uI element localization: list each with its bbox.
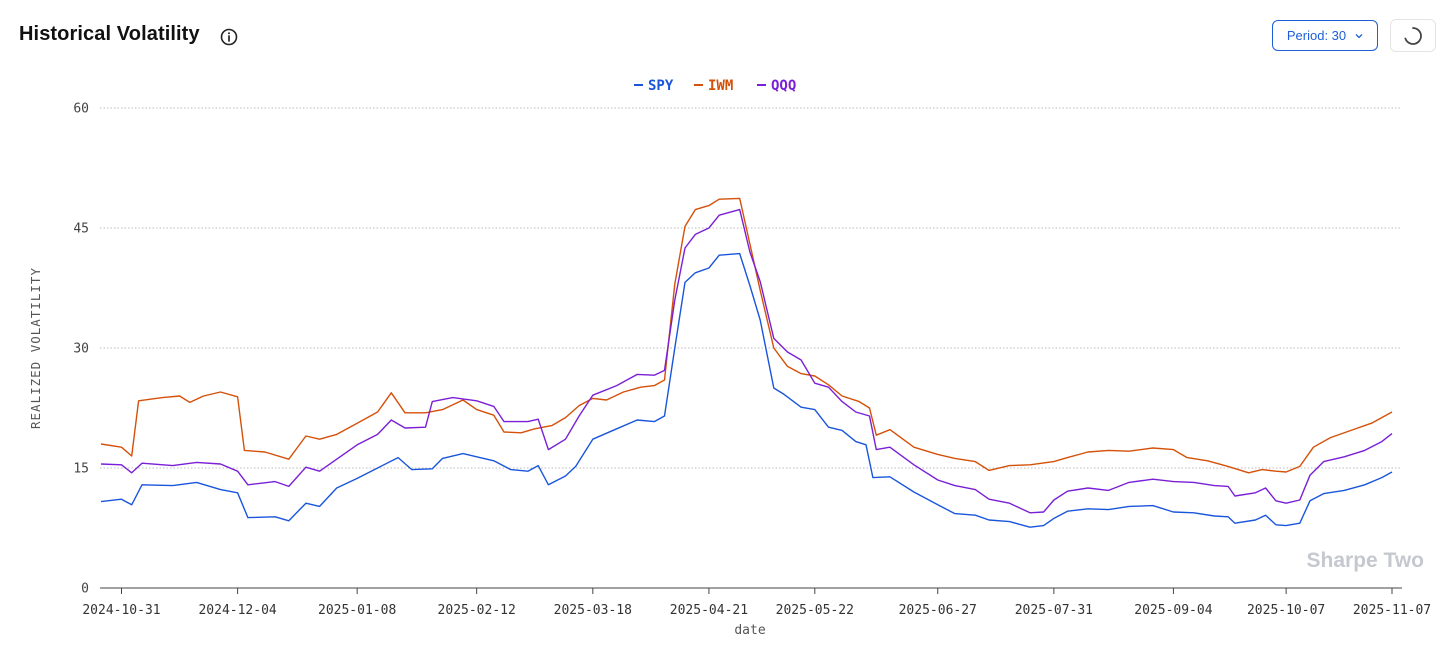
spinner-icon	[1404, 26, 1422, 45]
x-tick-label: 2024-12-04	[198, 603, 276, 618]
period-label: Period: 30	[1286, 28, 1347, 43]
series-line-spy	[100, 252, 1393, 528]
info-circle-icon[interactable]	[219, 27, 239, 47]
legend-label-spy[interactable]: SPY	[648, 78, 674, 94]
y-axis-label: REALIZED VOLATILITY	[28, 267, 43, 429]
x-axis: 2024-10-31 2024-12-04 2025-01-08 2025-02-12…	[82, 587, 1431, 618]
series-lines	[100, 197, 1393, 528]
x-tick-label: 2025-11-07	[1353, 603, 1431, 618]
watermark: Sharpe Two	[1307, 549, 1424, 572]
grid-lines	[100, 107, 1402, 589]
y-axis: 0 15 30 45 60	[73, 102, 89, 597]
y-tick-label: 15	[73, 462, 89, 477]
chevron-down-icon	[1355, 33, 1363, 38]
x-tick-label: 2025-09-04	[1134, 603, 1212, 618]
x-tick-label: 2025-06-27	[899, 603, 977, 618]
refresh-button[interactable]	[1390, 19, 1436, 52]
x-tick-label: 2025-07-31	[1015, 603, 1093, 618]
y-tick-label: 30	[73, 342, 89, 357]
series-line-qqq	[100, 208, 1393, 514]
legend-label-qqq[interactable]: QQQ	[771, 78, 796, 94]
x-tick-label: 2025-03-18	[554, 603, 632, 618]
x-axis-label: date	[734, 623, 765, 638]
period-select[interactable]: Period: 30	[1272, 20, 1378, 51]
y-tick-label: 0	[81, 582, 89, 597]
page-title: Historical Volatility	[19, 23, 200, 45]
legend: SPY IWM QQQ	[634, 78, 796, 94]
x-tick-label: 2025-10-07	[1247, 603, 1325, 618]
y-tick-label: 45	[73, 222, 89, 237]
legend-label-iwm[interactable]: IWM	[708, 78, 733, 94]
x-tick-label: 2025-01-08	[318, 603, 396, 618]
series-line-iwm	[100, 197, 1393, 474]
x-tick-label: 2025-02-12	[438, 603, 516, 618]
x-tick-label: 2025-04-21	[670, 603, 748, 618]
y-tick-label: 60	[73, 102, 89, 117]
x-tick-label: 2024-10-31	[82, 603, 160, 618]
x-tick-label: 2025-05-22	[776, 603, 854, 618]
